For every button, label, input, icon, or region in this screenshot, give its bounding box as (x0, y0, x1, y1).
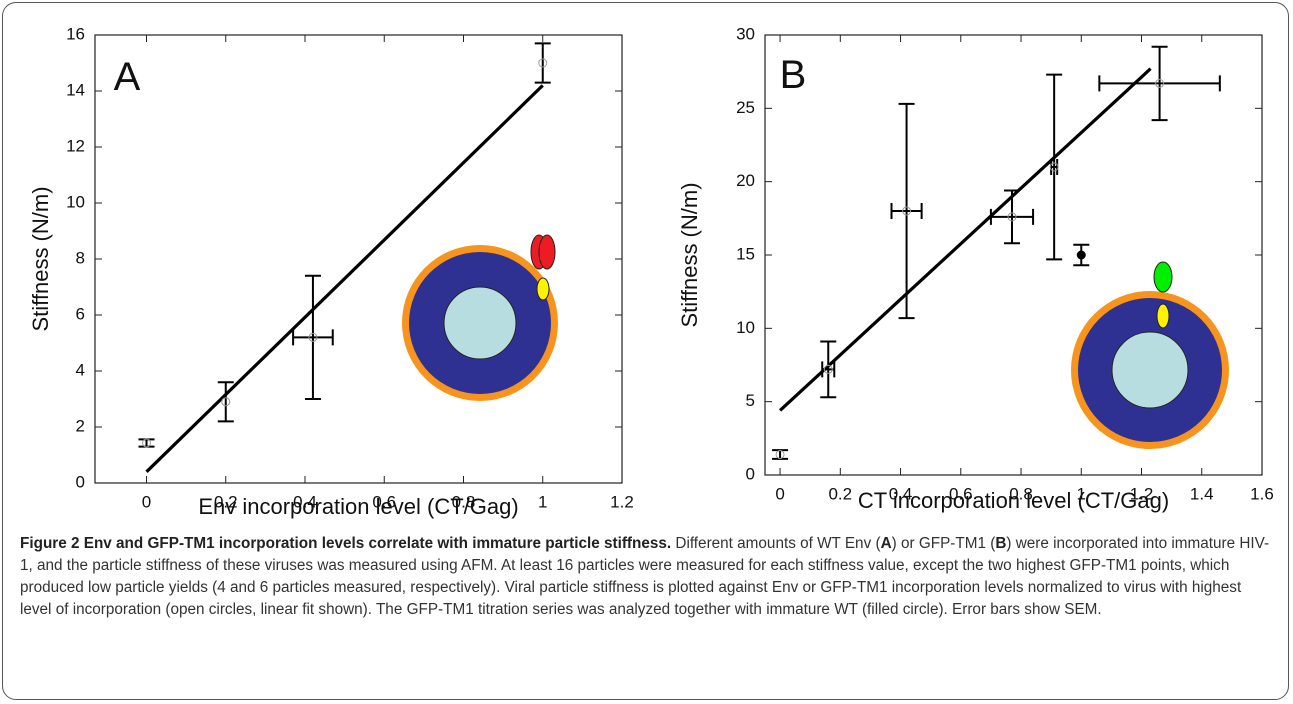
x-tick-label: 1.2 (610, 492, 634, 511)
virus-diagram-b (1071, 261, 1229, 449)
x-tick-label: 0 (142, 492, 151, 511)
x-tick-label: 1 (538, 492, 547, 511)
x-tick-label: 0.2 (828, 484, 852, 503)
x-tick-label: 0 (775, 484, 784, 503)
y-tick-label: 25 (736, 98, 755, 117)
caption: Figure 2 Env and GFP-TM1 incorporation l… (20, 533, 1275, 621)
x-tick-label: 1.6 (1250, 484, 1274, 503)
y-tick-label: 5 (746, 391, 755, 410)
y-error-bar (534, 42, 551, 84)
y-tick-label: 8 (76, 248, 85, 267)
virus-diagram-a (402, 234, 558, 401)
x-error-bar (989, 208, 1035, 225)
x-tick-label: 0.4 (889, 484, 913, 503)
x-error-bar (1050, 159, 1059, 175)
y-tick-label: 20 (736, 171, 755, 190)
open-point (823, 364, 833, 374)
y-tick-label: 0 (76, 472, 85, 491)
y-error-bar (772, 449, 789, 460)
y-tick-label: 15 (736, 244, 755, 263)
open-point (1007, 212, 1017, 222)
y-axis-label: Stiffness (N/m) (677, 182, 702, 327)
caption-text: ) were incorporated into immature HIV-1,… (20, 535, 1270, 618)
x-tick-label: 0.6 (949, 484, 973, 503)
fit-line (145, 84, 544, 473)
x-tick-label: 0.2 (214, 492, 238, 511)
caption-text: ) or GFP-TM1 ( (891, 535, 996, 552)
y-tick-label: 2 (76, 416, 85, 435)
y-tick-label: 16 (66, 24, 85, 43)
x-tick-label: 1.2 (1130, 484, 1154, 503)
y-tick-label: 14 (66, 80, 85, 99)
y-axis-label: Stiffness (N/m) (28, 186, 53, 331)
x-error-bar (890, 203, 923, 219)
open-point (221, 397, 231, 407)
x-tick-label: 0.8 (452, 492, 476, 511)
caption-panel-ref: B (995, 535, 1007, 552)
x-tick-label: 1 (1077, 484, 1086, 503)
caption-panel-ref: A (880, 535, 892, 552)
panel-label: B (780, 53, 807, 97)
x-error-bar (1098, 75, 1221, 92)
y-tick-label: 12 (66, 136, 85, 155)
y-tick-label: 10 (66, 192, 85, 211)
y-error-bar (217, 381, 234, 423)
x-axis-label: Env incorporation level (CT/Gag) (198, 494, 518, 519)
y-error-bar (138, 438, 155, 448)
y-tick-label: 0 (746, 464, 755, 483)
x-axis-label: CT incorporation level (CT/Gag) (858, 488, 1169, 513)
y-tick-label: 10 (736, 318, 755, 337)
open-point (775, 449, 785, 459)
panel-label: A (114, 55, 141, 99)
caption-text: Different amounts of WT Env ( (671, 535, 881, 552)
x-tick-label: 0.6 (372, 492, 396, 511)
open-point (308, 332, 318, 342)
caption-title: Figure 2 Env and GFP-TM1 incorporation l… (20, 535, 672, 552)
y-tick-label: 30 (736, 24, 755, 43)
open-point (1155, 78, 1165, 88)
x-error-bar (292, 329, 334, 346)
filled-point (1076, 250, 1086, 260)
x-tick-label: 0.4 (293, 492, 317, 511)
y-tick-label: 6 (76, 304, 85, 323)
open-point (1049, 162, 1059, 172)
open-point (902, 206, 912, 216)
fit-line (778, 67, 1152, 412)
open-point (142, 438, 152, 448)
x-tick-label: 1.4 (1190, 484, 1214, 503)
y-tick-label: 4 (76, 360, 85, 379)
open-point (538, 58, 548, 68)
x-tick-label: 0.8 (1009, 484, 1033, 503)
